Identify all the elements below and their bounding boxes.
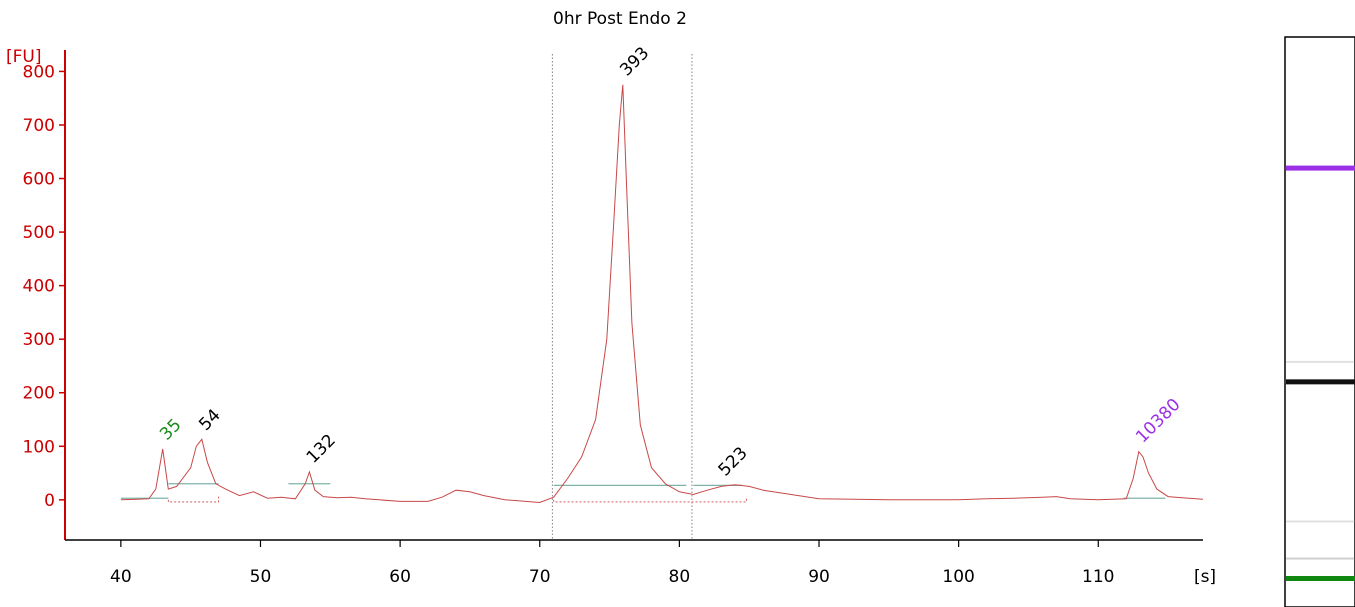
x-tick-label: 110 <box>1082 567 1114 587</box>
gel-band <box>1286 576 1355 581</box>
x-axis-label: [s] <box>1194 567 1216 587</box>
y-tick-label: 600 <box>23 170 55 190</box>
y-tick-label: 200 <box>23 384 55 404</box>
x-tick-label: 100 <box>942 567 974 587</box>
peak-label: 523 <box>715 443 752 480</box>
x-tick-label: 80 <box>669 567 691 587</box>
peak-labels: 35 54 132 393 523 10380 <box>156 43 1184 480</box>
trace-layer <box>120 84 1204 504</box>
peak-label: 10380 <box>1132 395 1184 447</box>
overlays <box>120 54 1166 540</box>
gel-band <box>1286 557 1355 560</box>
y-axis-label: [FU] <box>6 47 42 67</box>
y-tick-label: 800 <box>23 62 55 82</box>
signal-trace <box>120 84 1204 504</box>
peak-label: 54 <box>195 405 224 434</box>
axes: 0 100 200 300 400 500 600 700 800 40 50 60 70 80 90 100… <box>23 50 1203 587</box>
chart-title: 0hr Post Endo 2 <box>553 9 687 29</box>
gel-band <box>1286 520 1355 523</box>
gel-lane <box>1284 36 1355 607</box>
x-tick-label: 40 <box>110 567 132 587</box>
integration-region <box>553 496 747 503</box>
y-tick-label: 100 <box>23 437 55 457</box>
x-tick-label: 90 <box>808 567 830 587</box>
y-tick-label: 500 <box>23 223 55 243</box>
y-tick-label: 0 <box>44 491 55 511</box>
y-tick-label: 400 <box>23 277 55 297</box>
peak-label: 132 <box>303 430 340 467</box>
gel-band <box>1286 360 1355 363</box>
integration-region <box>167 496 220 503</box>
x-tick-label: 50 <box>250 567 272 587</box>
gel-lane-frame <box>1284 36 1355 607</box>
peak-label: 35 <box>156 415 185 444</box>
y-tick-label: 300 <box>23 330 55 350</box>
x-tick-label: 70 <box>529 567 551 587</box>
peak-label: 393 <box>616 43 653 80</box>
gel-band <box>1286 165 1355 171</box>
gel-band <box>1286 379 1355 385</box>
x-tick-label: 60 <box>389 567 411 587</box>
y-tick-label: 700 <box>23 116 55 136</box>
